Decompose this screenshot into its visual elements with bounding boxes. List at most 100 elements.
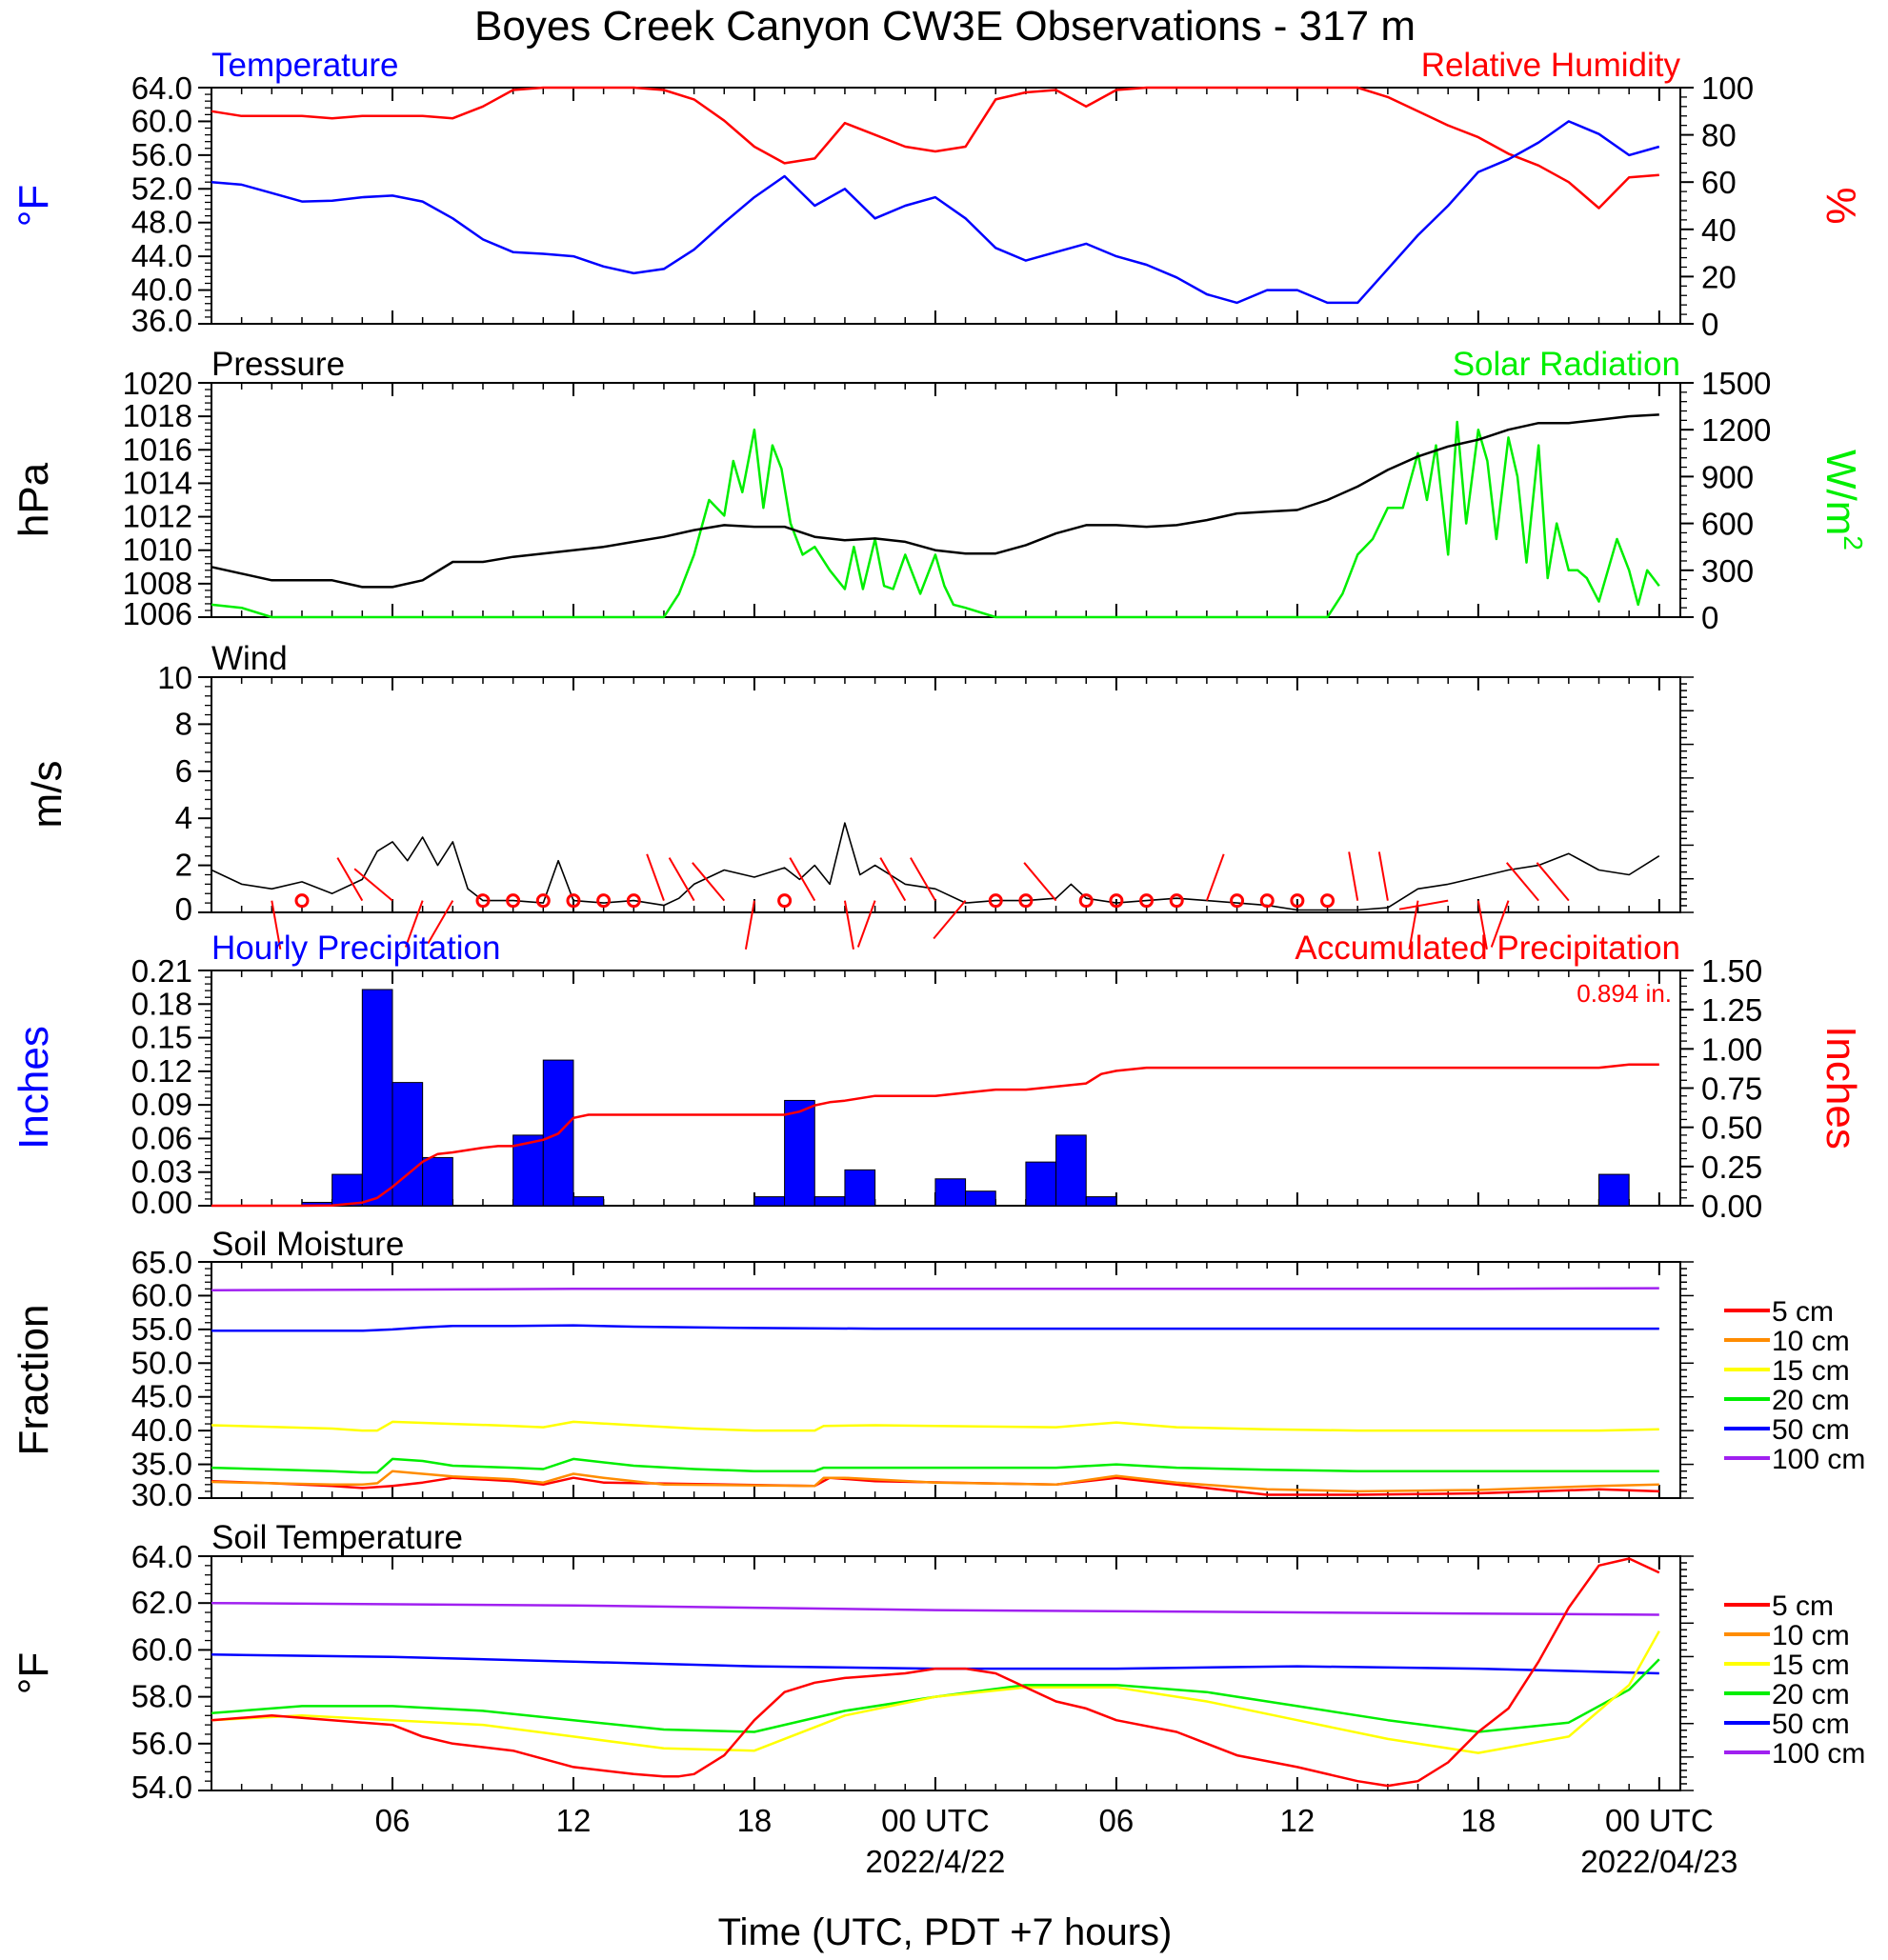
precip-bar [392, 1082, 424, 1207]
y-left-tick-label: 60.0 [131, 1631, 192, 1667]
precip-bar [1598, 1173, 1630, 1207]
legend-label: 15 cm [1772, 1355, 1850, 1387]
y-left-tick-label: 4 [175, 800, 192, 835]
x-tick-label: 00 UTC [881, 1803, 990, 1838]
accumulated-precip-line [211, 1063, 1659, 1208]
wind-calm-marker [1259, 893, 1275, 909]
wind-barb [910, 857, 936, 902]
panel-title-left: Soil Temperature [211, 1519, 463, 1556]
y-left-tick-label: 65.0 [131, 1245, 192, 1280]
wind-barb [692, 862, 726, 902]
precip-bar [361, 989, 393, 1207]
temperature-humidity-panel: 64.060.056.052.048.044.040.036.0 100 80 60 4… [10, 47, 1864, 342]
y-left-tick-label: 1012 [123, 499, 192, 534]
x-tick-label: 18 [1460, 1803, 1496, 1838]
wind-calm-marker [506, 893, 521, 909]
soil-temperature-panel: 64.0 62.0 60.0 58.0 56.0 54.0 Soil Temperature… [10, 1519, 1694, 1805]
legend-label: 20 cm [1772, 1679, 1850, 1710]
wind-barb [668, 857, 695, 902]
y-left-tick-label: 60.0 [131, 103, 192, 138]
wind-calm-marker [1109, 893, 1124, 909]
accumulated-total-label: 0.894 in. [1577, 979, 1672, 1008]
wind-barb [336, 857, 364, 902]
y-left-tick-label: 44.0 [131, 238, 192, 273]
soil-moisture-line [211, 1420, 1659, 1432]
y-left-tick-label: 8 [175, 706, 192, 741]
y-right-label-unit: W/m [1818, 450, 1864, 535]
y-left-tick-label: 1020 [123, 366, 192, 401]
wind-barb [1490, 900, 1510, 948]
wind-barb [1536, 862, 1570, 902]
precip-bar [784, 1099, 815, 1207]
wind-calm-marker [626, 893, 641, 909]
y-left-label: Inches [10, 1026, 57, 1150]
y-right-label: Inches [1818, 1026, 1864, 1150]
y-left-tick-label: 54.0 [131, 1770, 192, 1805]
wind-speed-line [211, 822, 1660, 911]
legend-label: 5 cm [1772, 1590, 1834, 1622]
y-left-tick-label: 0.21 [131, 953, 192, 989]
soil-moisture-line [211, 1287, 1659, 1292]
y-left-tick-label: 1006 [123, 596, 192, 631]
legend-label: 20 cm [1772, 1385, 1850, 1416]
y-left-label: m/s [24, 761, 70, 829]
wind-barb [427, 900, 454, 945]
x-date-label: 2022/4/22 [866, 1844, 1006, 1879]
y-left-tick-label: 1014 [123, 465, 192, 500]
y-right-tick-label: 1200 [1701, 412, 1771, 448]
y-left-tick-label: 1016 [123, 431, 192, 467]
solar-radiation-line [211, 420, 1660, 619]
wind-barb [1205, 853, 1225, 901]
y-right-label: W/m2 [1818, 450, 1868, 550]
precip-bar [331, 1173, 363, 1207]
x-tick-label: 12 [1280, 1803, 1316, 1838]
soil-temperature-line [211, 1557, 1660, 1788]
precip-bar [965, 1190, 996, 1207]
y-left-tick-label: 50.0 [131, 1345, 192, 1380]
wind-barb [1408, 900, 1419, 950]
wind-barb [353, 868, 393, 902]
pressure-solar-frame [211, 382, 1681, 618]
wind-calm-marker [1139, 893, 1155, 909]
y-left-tick-label: 58.0 [131, 1679, 192, 1714]
temperature-humidity-frame [211, 87, 1681, 325]
y-left-tick-label: 0.06 [131, 1120, 192, 1155]
panel-title-right: Accumulated Precipitation [1295, 930, 1680, 967]
wind-barb [744, 900, 755, 950]
y-right-tick-label: 20 [1701, 259, 1737, 294]
y-left-tick-label: 40.0 [131, 272, 192, 308]
precip-bar [572, 1196, 605, 1207]
temperature-line [211, 120, 1660, 305]
y-left-tick-label: 1010 [123, 532, 192, 568]
legend-label: 5 cm [1772, 1296, 1834, 1328]
y-left-tick-label: 64.0 [131, 70, 192, 106]
y-right-tick-label: 0.00 [1701, 1189, 1762, 1224]
soil-moisture-frame [211, 1261, 1681, 1499]
y-left-tick-label: 0.09 [131, 1087, 192, 1122]
legend-label: 50 cm [1772, 1709, 1850, 1740]
wind-calm-marker [1078, 893, 1094, 909]
y-right-tick-label: 600 [1701, 507, 1754, 542]
y-left-tick-label: 0.00 [131, 1185, 192, 1220]
y-left-tick-label: 56.0 [131, 1726, 192, 1761]
wind-barb [1505, 862, 1539, 902]
y-left-tick-label: 35.0 [131, 1447, 192, 1482]
wind-calm-marker [475, 893, 491, 909]
wind-barb [933, 900, 967, 940]
y-right-tick-label: 1.50 [1701, 953, 1762, 989]
y-left-tick-label: 40.0 [131, 1412, 192, 1448]
y-left-tick-label: 52.0 [131, 170, 192, 206]
wind-barb [843, 900, 854, 950]
legend-label: 10 cm [1772, 1620, 1850, 1651]
x-tick-label: 00 UTC [1605, 1803, 1714, 1838]
wind-calm-marker [1169, 893, 1184, 909]
y-right-tick-label: 300 [1701, 553, 1754, 589]
y-right-tick-label: 0.75 [1701, 1071, 1762, 1107]
wind-calm-marker [777, 893, 793, 909]
panel-title-left: Soil Moisture [211, 1226, 404, 1263]
wind-barb [1348, 851, 1359, 901]
legend-label: 100 cm [1772, 1738, 1865, 1770]
